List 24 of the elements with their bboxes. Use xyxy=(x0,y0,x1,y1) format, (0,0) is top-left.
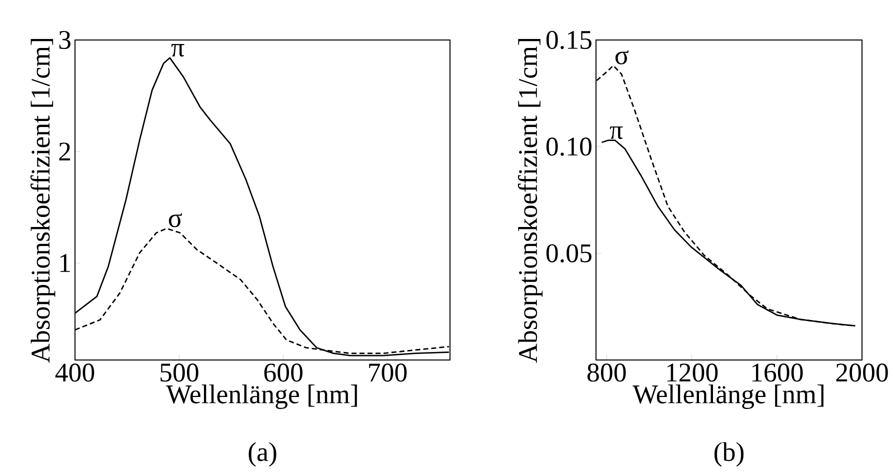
text: (b) xyxy=(714,442,744,467)
x-axis-title: Wellenlänge [nm] xyxy=(632,384,824,409)
x-tick-label: 2000 xyxy=(836,364,888,382)
x-tick-label: 700 xyxy=(369,364,407,382)
x-tick-label: 600 xyxy=(264,364,302,382)
y-tick-label: 3 xyxy=(59,30,70,50)
y-axis-title: Absorptionskoeffizient [1/cm] xyxy=(30,39,56,363)
series-label: π xyxy=(610,126,623,140)
y-tick-label: 1 xyxy=(60,254,70,272)
series-label: π xyxy=(171,44,184,57)
series-label: σ xyxy=(168,213,182,228)
y-axis-title: Absorptionskoeffizient [1/cm] xyxy=(518,39,543,363)
y-tick-label: 0.15 xyxy=(546,30,592,50)
x-tick-label: 400 xyxy=(55,364,94,382)
x-tick-label: 1600 xyxy=(752,364,803,382)
text: (a) xyxy=(248,442,276,467)
y-tick-label: 0.05 xyxy=(546,244,592,262)
series-label: σ xyxy=(615,50,629,64)
y-tick-label: 0.10 xyxy=(546,138,592,156)
x-tick-label: 500 xyxy=(160,364,198,382)
x-tick-label: 1200 xyxy=(667,364,718,382)
x-tick-label: 800 xyxy=(588,364,626,382)
y-tick-label: 2 xyxy=(59,142,70,160)
x-axis-title: Wellenlänge [nm] xyxy=(166,384,357,409)
